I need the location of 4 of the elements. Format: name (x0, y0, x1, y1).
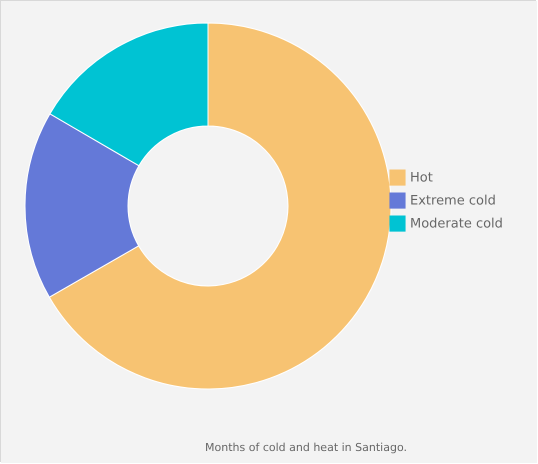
text: Months of cold and heat in Santiago. (205, 441, 407, 454)
legend-label: Hot (410, 170, 433, 186)
legend-label: Extreme cold (410, 194, 496, 208)
legend-label: Moderate cold (410, 216, 503, 232)
